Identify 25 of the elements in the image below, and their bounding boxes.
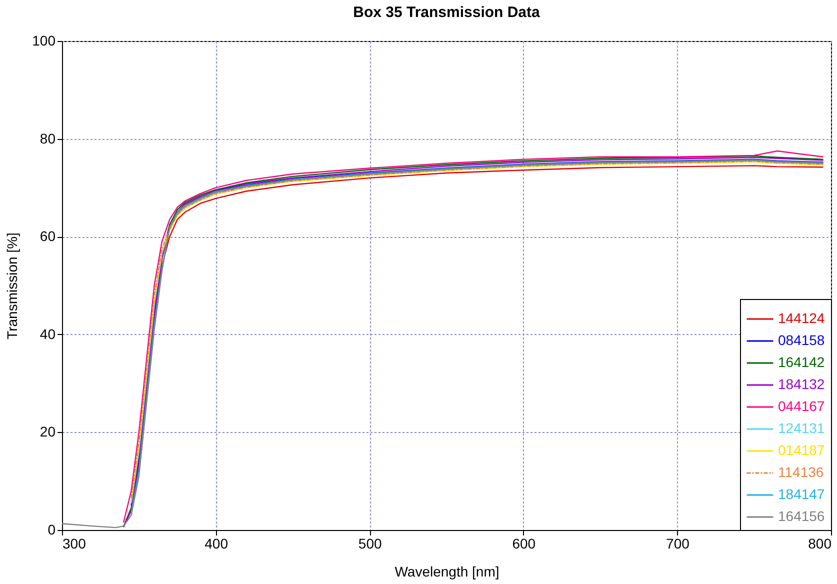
y-tick-label: 80: [40, 130, 56, 146]
legend-label: 184147: [778, 486, 825, 502]
x-tick-label: 500: [358, 536, 382, 552]
y-axis-title: Transmission [%]: [4, 232, 20, 340]
x-tick-label: 800: [808, 536, 832, 552]
y-tick-label: 20: [40, 424, 56, 440]
legend-label: 144124: [778, 310, 825, 326]
x-tick-label: 300: [62, 536, 86, 552]
x-axis-title: Wavelength [nm]: [394, 564, 500, 580]
y-tick-label: 60: [40, 228, 56, 244]
legend-label: 164156: [778, 508, 825, 524]
legend-label: 044167: [778, 398, 825, 414]
legend-label: 084158: [778, 332, 825, 348]
x-tick-label: 600: [512, 536, 536, 552]
legend-label: 184132: [778, 376, 825, 392]
x-tick-label: 400: [204, 536, 228, 552]
y-tick-label: 100: [32, 32, 56, 48]
legend-label: 124131: [778, 420, 825, 436]
x-tick-label: 700: [666, 536, 690, 552]
chart-title: Box 35 Transmission Data: [353, 4, 541, 21]
legend-label: 164142: [778, 354, 825, 370]
legend-label: 014187: [778, 442, 825, 458]
y-tick-label: 40: [40, 326, 56, 342]
legend-label: 114136: [778, 464, 824, 480]
y-tick-label: 0: [48, 522, 56, 538]
